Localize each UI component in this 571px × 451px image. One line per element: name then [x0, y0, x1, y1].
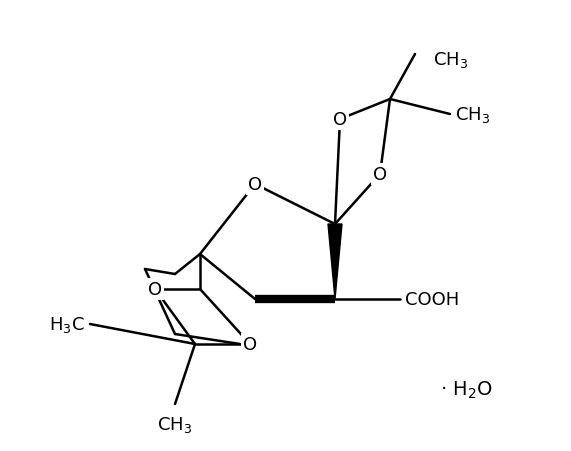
Text: O: O — [243, 335, 257, 353]
Text: CH$_3$: CH$_3$ — [158, 414, 192, 434]
Text: O: O — [248, 175, 262, 193]
Text: · H$_2$O: · H$_2$O — [440, 378, 493, 400]
Polygon shape — [328, 225, 342, 299]
Text: CH$_3$: CH$_3$ — [455, 105, 490, 125]
Text: O: O — [148, 281, 162, 299]
Text: O: O — [373, 166, 387, 184]
Text: CH$_3$: CH$_3$ — [433, 50, 468, 70]
Text: H$_3$C: H$_3$C — [49, 314, 85, 334]
Text: O: O — [333, 111, 347, 129]
Text: COOH: COOH — [405, 290, 459, 308]
